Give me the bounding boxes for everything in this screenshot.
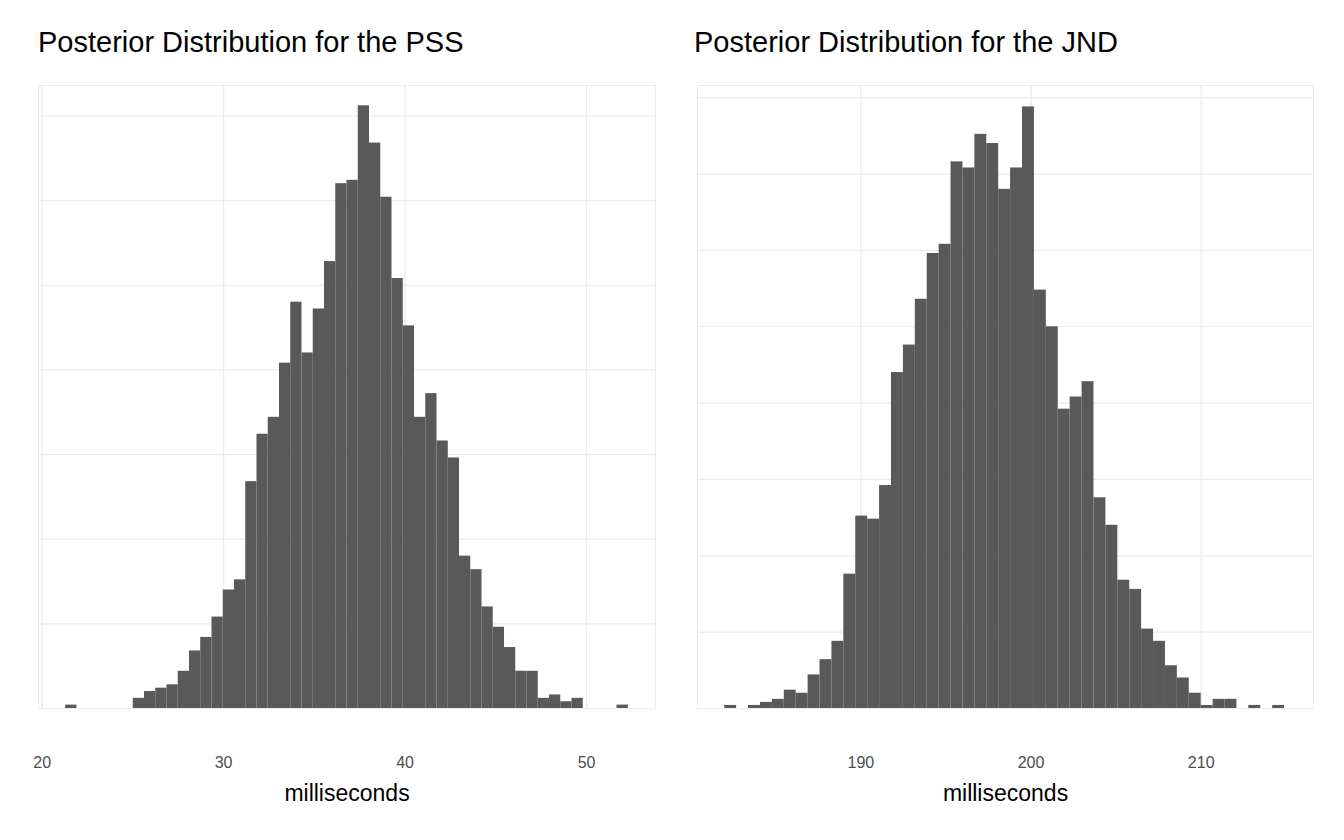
svg-text:40: 40	[396, 754, 414, 771]
svg-text:milliseconds: milliseconds	[284, 780, 409, 806]
html-text:Posterior Distribution for the: Posterior Distribution for the JND	[694, 26, 1118, 58]
svg-text:30: 30	[215, 754, 233, 771]
svg-text:200: 200	[1018, 754, 1045, 771]
svg-text:210: 210	[1188, 754, 1215, 771]
svg-text:milliseconds: milliseconds	[943, 780, 1068, 806]
svg-text:50: 50	[578, 754, 596, 771]
html-text:Posterior Distribution for the: Posterior Distribution for the PSS	[38, 26, 464, 58]
svg-text:190: 190	[848, 754, 875, 771]
svg-text:20: 20	[33, 754, 51, 771]
